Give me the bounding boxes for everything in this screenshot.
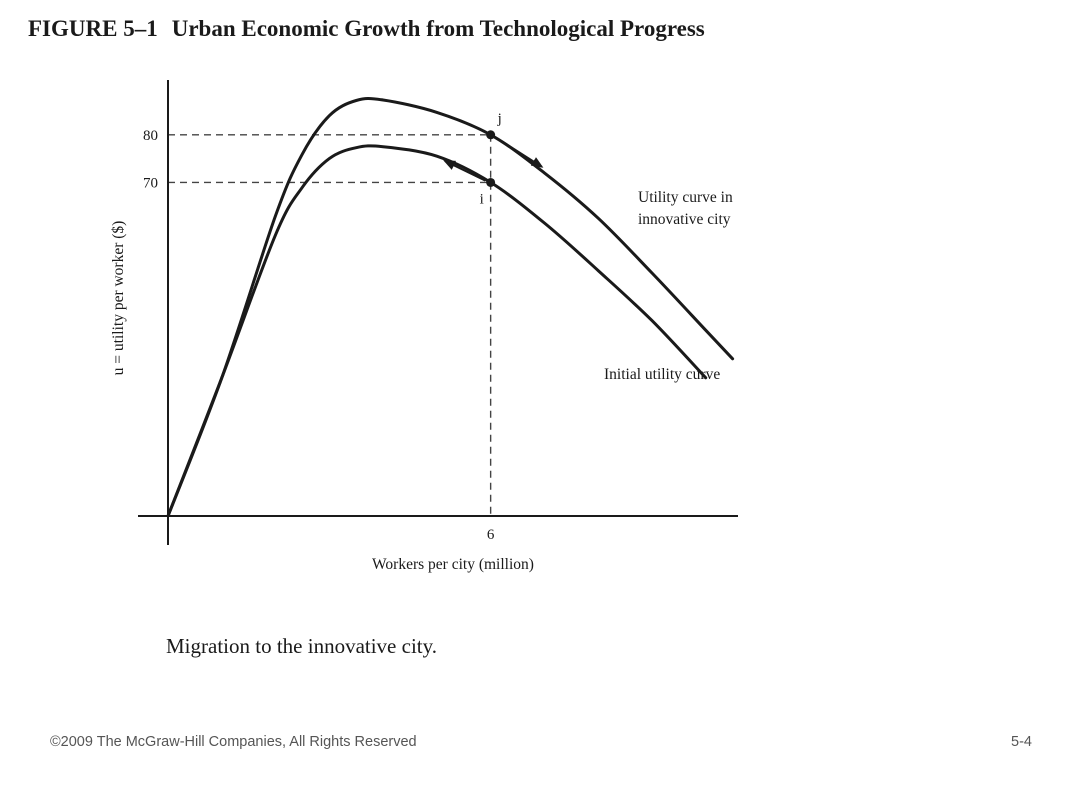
point-j [486, 130, 496, 140]
initial-curve-label: Initial utility curve [604, 366, 720, 383]
x-axis-title: Workers per city (million) [372, 556, 534, 573]
y-tick-label-70: 70 [143, 175, 158, 191]
slide-number: 5-4 [1011, 734, 1032, 750]
y-axis-title: u = utility per worker ($) [110, 221, 127, 376]
innovative-curve-label-line1: Utility curve in [638, 189, 733, 206]
point-label-j: j [497, 111, 502, 127]
x-tick-label-6: 6 [487, 527, 495, 543]
figure-title: FIGURE 5–1 Urban Economic Growth from Tec… [28, 16, 705, 42]
equilibrium-points: ji [480, 111, 502, 208]
point-i [486, 177, 496, 187]
curves [166, 97, 735, 518]
initial-utility-curve [166, 144, 708, 518]
figure-title-text: Urban Economic Growth from Technological… [171, 16, 705, 41]
point-label-i: i [480, 191, 484, 207]
figure-caption: Migration to the innovative city. [166, 634, 438, 658]
copyright-text: ©2009 The McGraw-Hill Companies, All Rig… [50, 734, 417, 750]
guide-lines [168, 134, 492, 516]
y-tick-label-80: 80 [143, 128, 158, 144]
arrow-from-i-toward-innovative [443, 160, 486, 182]
tick-labels: 70 80 6 [143, 128, 495, 543]
innovative-utility-curve [166, 97, 735, 518]
figure-number: FIGURE 5–1 [28, 16, 158, 41]
migration-arrows [443, 140, 544, 182]
arrow-away-from-j [500, 140, 544, 168]
innovative-curve-label-line2: innovative city [638, 211, 731, 228]
